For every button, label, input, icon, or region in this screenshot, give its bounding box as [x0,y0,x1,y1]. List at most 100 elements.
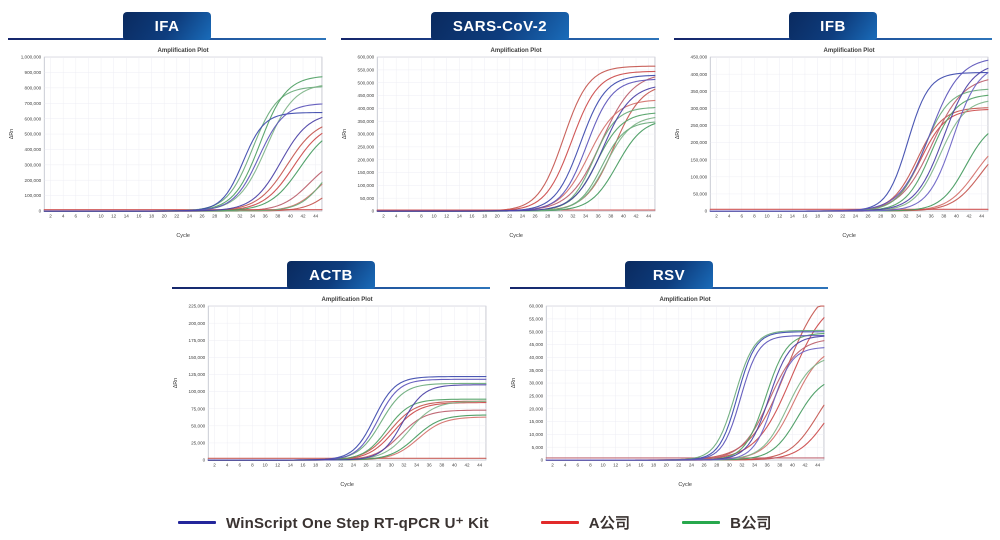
svg-text:100,000: 100,000 [358,183,375,188]
svg-text:0: 0 [541,458,544,463]
svg-text:22: 22 [676,463,682,468]
chart-section-ifb: IFB Amplification Plot 2 4 6 8 10 12 14 16 18 20 22… [672,6,994,241]
svg-text:2: 2 [382,214,385,219]
svg-text:34: 34 [250,214,256,219]
svg-text:2: 2 [551,463,554,468]
svg-text:400,000: 400,000 [25,147,42,152]
svg-text:42: 42 [300,214,306,219]
svg-text:25,000: 25,000 [191,441,206,446]
svg-text:4: 4 [226,463,229,468]
svg-text:50,000: 50,000 [693,192,708,197]
legend-label: WinScript One Step RT-qPCR U⁺ Kit [226,514,489,532]
svg-text:ΔRn: ΔRn [173,378,179,388]
legend-item-company-a: A公司 [540,512,631,533]
svg-text:10,000: 10,000 [529,432,544,437]
legend-item-winscript-kit: WinScript One Step RT-qPCR U⁺ Kit [178,514,489,532]
svg-text:2: 2 [213,463,216,468]
svg-text:5,000: 5,000 [532,445,544,450]
svg-text:75,000: 75,000 [191,407,206,412]
svg-text:Amplification Plot: Amplification Plot [491,48,542,54]
svg-text:150,000: 150,000 [189,355,206,360]
svg-text:18: 18 [313,463,319,468]
svg-text:600,000: 600,000 [25,116,42,121]
svg-text:2: 2 [49,214,52,219]
legend: WinScript One Step RT-qPCR U⁺ Kit A公司 B公… [178,512,994,533]
svg-text:100,000: 100,000 [25,193,42,198]
svg-text:20,000: 20,000 [529,407,544,412]
svg-text:22: 22 [174,214,180,219]
svg-text:40,000: 40,000 [529,355,544,360]
svg-text:34: 34 [752,463,758,468]
svg-text:24: 24 [187,214,193,219]
svg-text:40: 40 [452,463,458,468]
svg-text:40: 40 [621,214,627,219]
svg-text:22: 22 [507,214,513,219]
svg-text:36: 36 [263,214,269,219]
svg-text:15,000: 15,000 [529,419,544,424]
svg-text:Cycle: Cycle [509,233,523,239]
svg-text:44: 44 [979,214,985,219]
svg-text:4: 4 [564,463,567,468]
svg-text:35,000: 35,000 [529,368,544,373]
svg-text:900,000: 900,000 [25,70,42,75]
legend-label: B公司 [730,515,772,533]
svg-text:26: 26 [363,463,369,468]
svg-text:450,000: 450,000 [691,55,708,60]
svg-text:Cycle: Cycle [176,233,190,239]
svg-text:150,000: 150,000 [358,170,375,175]
svg-text:2: 2 [715,214,718,219]
svg-text:18: 18 [149,214,155,219]
svg-text:16: 16 [136,214,142,219]
svg-text:24: 24 [351,463,357,468]
svg-text:32: 32 [570,214,576,219]
svg-text:6: 6 [239,463,242,468]
chart-section-sars-cov-2: SARS-CoV-2 Amplification Plot 2 4 6 8 10 12 14 1… [339,6,661,241]
svg-text:400,000: 400,000 [358,106,375,111]
chart-header-rsv: RSV [508,255,830,290]
svg-text:12: 12 [777,214,783,219]
svg-text:200,000: 200,000 [25,178,42,183]
svg-text:44: 44 [477,463,483,468]
svg-text:34: 34 [414,463,420,468]
legend-item-company-b: B公司 [682,512,771,533]
svg-text:0: 0 [705,209,708,214]
svg-text:20: 20 [326,463,332,468]
svg-text:44: 44 [313,214,319,219]
svg-text:16: 16 [802,214,808,219]
svg-text:200,000: 200,000 [358,157,375,162]
amplification-plot-sars-cov-2: Amplification Plot 2 4 6 8 10 12 14 16 18 20 22 24 26… [339,44,661,241]
svg-text:30: 30 [891,214,897,219]
svg-text:12: 12 [111,214,117,219]
svg-text:24: 24 [853,214,859,219]
svg-text:42: 42 [633,214,639,219]
svg-text:32: 32 [401,463,407,468]
svg-text:32: 32 [739,463,745,468]
legend-line-blue [178,521,216,525]
svg-text:42: 42 [464,463,470,468]
svg-text:10: 10 [98,214,104,219]
svg-text:ΔRn: ΔRn [511,378,517,388]
svg-text:44: 44 [815,463,821,468]
svg-text:40: 40 [790,463,796,468]
svg-text:12: 12 [275,463,281,468]
svg-text:ΔRn: ΔRn [342,129,348,139]
svg-text:14: 14 [790,214,796,219]
svg-text:26: 26 [865,214,871,219]
svg-text:16: 16 [469,214,475,219]
svg-text:300,000: 300,000 [25,162,42,167]
charts-row-bottom: ACTB Amplification Plot 2 4 6 8 10 12 14 16 18 20 2… [6,255,994,490]
svg-text:22: 22 [840,214,846,219]
svg-text:38: 38 [275,214,281,219]
svg-text:0: 0 [39,209,42,214]
legend-line-red [540,521,579,525]
svg-text:175,000: 175,000 [189,338,206,343]
svg-text:6: 6 [577,463,580,468]
svg-text:400,000: 400,000 [691,72,708,77]
legend-label: A公司 [588,515,631,533]
amplification-plot-ifa: Amplification Plot 2 4 6 8 10 12 14 16 18 20 22 24 26… [6,44,328,241]
svg-text:16: 16 [638,463,644,468]
svg-text:8: 8 [420,214,423,219]
svg-text:16: 16 [300,463,306,468]
